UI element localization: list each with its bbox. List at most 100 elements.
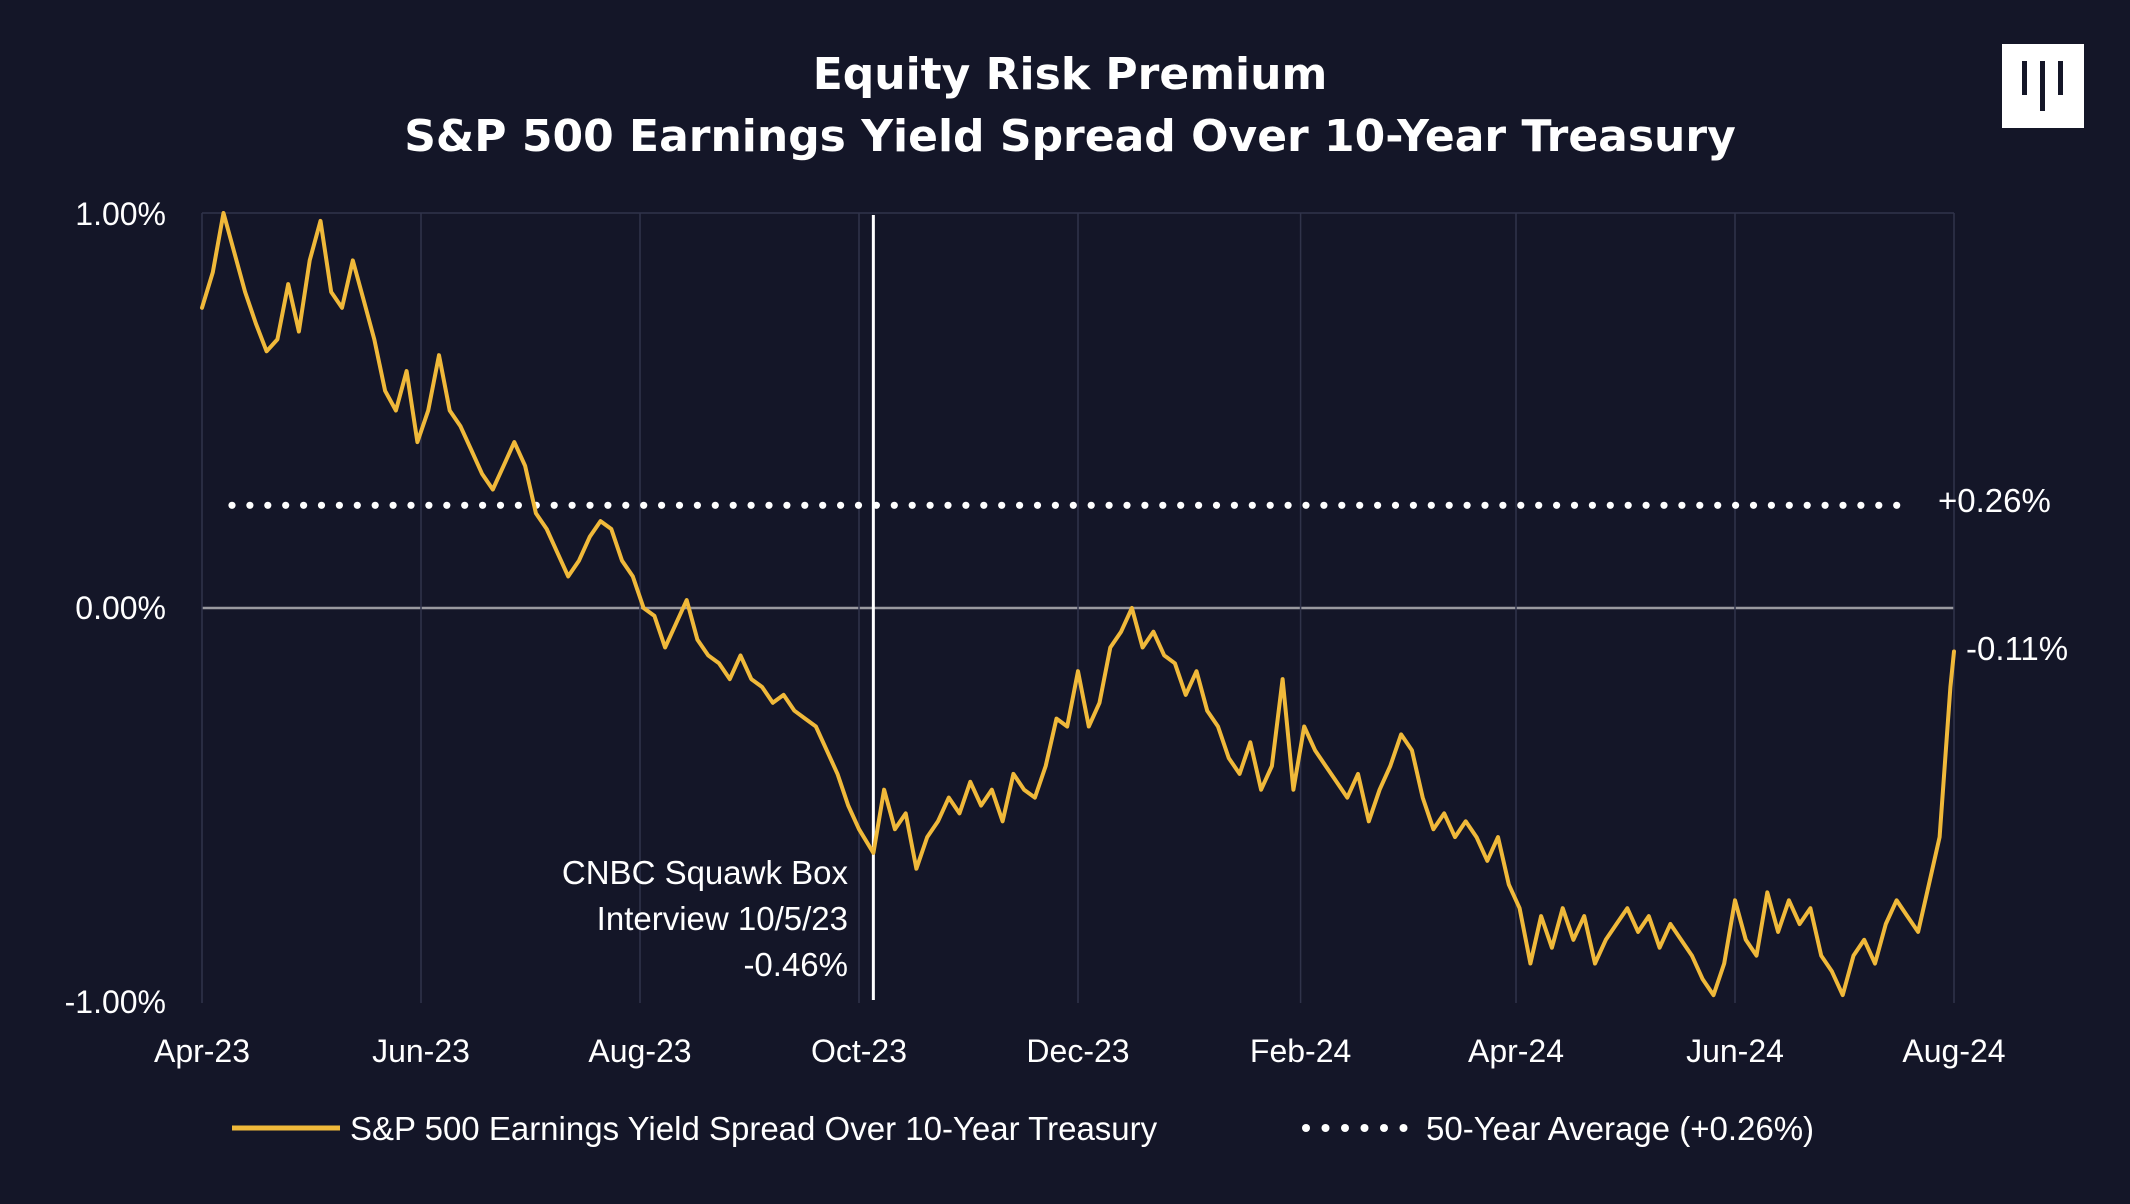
average-line-dot	[1248, 501, 1256, 509]
average-line-dot	[335, 501, 343, 509]
average-line-dot	[962, 501, 970, 509]
legend-dot	[1302, 1124, 1310, 1132]
average-line-dot	[729, 501, 737, 509]
average-line-dot	[1069, 501, 1077, 509]
chart-title: Equity Risk Premium	[813, 49, 1328, 100]
legend-dot	[1360, 1124, 1369, 1132]
average-line-dot	[944, 501, 952, 509]
average-line-dot	[1302, 501, 1310, 509]
average-line-dot	[854, 501, 863, 509]
average-line-dot	[1356, 501, 1364, 509]
x-tick-label: Apr-24	[1468, 1033, 1564, 1069]
legend-dot	[1321, 1124, 1330, 1132]
average-line-dot	[765, 501, 773, 509]
x-tick-label: Aug-23	[588, 1033, 691, 1069]
average-line-dot	[1660, 501, 1668, 509]
average-line-dot	[264, 501, 272, 509]
logo-bar-2	[2040, 61, 2045, 111]
average-line-dot	[1463, 501, 1471, 509]
average-line-dot	[1212, 501, 1221, 509]
annotation-line-1: CNBC Squawk Box	[562, 854, 849, 891]
average-line-dot	[1570, 501, 1579, 509]
average-line-dot	[461, 501, 469, 509]
legend: S&P 500 Earnings Yield Spread Over 10-Ye…	[232, 1110, 1814, 1147]
average-line-dot	[1284, 501, 1292, 509]
average-line-dot	[1391, 501, 1400, 509]
average-line-dot	[1624, 501, 1632, 509]
average-line-dot	[443, 501, 451, 509]
average-line-dot	[246, 501, 254, 509]
average-line-dot	[550, 501, 558, 509]
average-line-dot	[300, 501, 308, 509]
logo-bar-1	[2022, 61, 2027, 95]
average-line-dot	[228, 501, 236, 509]
average-line-dot	[1087, 501, 1095, 509]
average-line-dot	[1875, 501, 1883, 509]
legend-label-series: S&P 500 Earnings Yield Spread Over 10-Ye…	[350, 1110, 1158, 1147]
average-line-dot	[1749, 501, 1758, 509]
legend-label-average: 50-Year Average (+0.26%)	[1426, 1110, 1814, 1147]
average-line-dot	[1230, 501, 1238, 509]
average-line-dot	[1535, 501, 1543, 509]
average-line-dot	[783, 501, 791, 509]
y-tick-label-1: 1.00%	[75, 196, 166, 232]
average-line-dot	[1517, 501, 1525, 509]
average-line-dot	[658, 501, 666, 509]
average-line-dot	[980, 501, 988, 509]
average-line-dot	[407, 501, 415, 509]
average-line-layer	[228, 501, 1901, 509]
average-line-dot	[514, 501, 523, 509]
chart-subtitle: S&P 500 Earnings Yield Spread Over 10-Ye…	[404, 111, 1736, 162]
average-line-dot	[1767, 501, 1775, 509]
average-line-dot	[1732, 501, 1740, 509]
average-line-dot	[1678, 501, 1686, 509]
average-line-dot	[1803, 501, 1811, 509]
average-line-dot	[1714, 501, 1722, 509]
average-line-dot	[1159, 501, 1167, 509]
legend-dot	[1399, 1124, 1408, 1132]
average-line-dot	[622, 501, 630, 509]
annotation-text: CNBC Squawk Box Interview 10/5/23 -0.46%	[562, 854, 849, 983]
average-line-dot	[317, 501, 326, 509]
average-line-dot	[1553, 501, 1561, 509]
average-line-dot	[1141, 501, 1149, 509]
average-line-dot	[1893, 501, 1901, 509]
average-value-label: +0.26%	[1938, 482, 2051, 519]
average-line-dot	[837, 501, 845, 509]
average-line-dot	[640, 501, 648, 509]
grid-lines	[201, 212, 1955, 1003]
x-tick-label: Jun-24	[1686, 1033, 1784, 1069]
average-line-dot	[353, 501, 361, 509]
average-line-dot	[747, 501, 755, 509]
average-line-dot	[1105, 501, 1113, 509]
average-line-dot	[1195, 501, 1203, 509]
average-line-dot	[1320, 501, 1328, 509]
average-line-dot	[604, 501, 612, 509]
average-line-dot	[425, 501, 433, 509]
average-line-dot	[496, 501, 505, 509]
average-line-dot	[1374, 501, 1382, 509]
average-line-dot	[586, 501, 594, 509]
average-line-dot	[998, 501, 1006, 509]
average-line-dot	[908, 501, 916, 509]
last-value-label: -0.11%	[1966, 630, 2068, 667]
annotation-line-3: -0.46%	[743, 946, 848, 983]
average-line-dot	[282, 501, 290, 509]
average-line-dot	[1696, 501, 1704, 509]
average-line-dot	[1427, 501, 1435, 509]
average-line-dot	[479, 501, 487, 509]
average-line-dot	[819, 501, 827, 509]
legend-dot	[1380, 1124, 1388, 1132]
average-line-dot	[675, 501, 684, 509]
average-line-dot	[389, 501, 397, 509]
average-line-dot	[371, 501, 379, 509]
average-line-dot	[1606, 501, 1614, 509]
x-tick-label: Apr-23	[154, 1033, 250, 1069]
average-line-dot	[1839, 501, 1847, 509]
average-line-dot	[890, 501, 898, 509]
average-line-dot	[1821, 501, 1829, 509]
average-line-dot	[1123, 501, 1131, 509]
average-line-dot	[1033, 501, 1042, 509]
